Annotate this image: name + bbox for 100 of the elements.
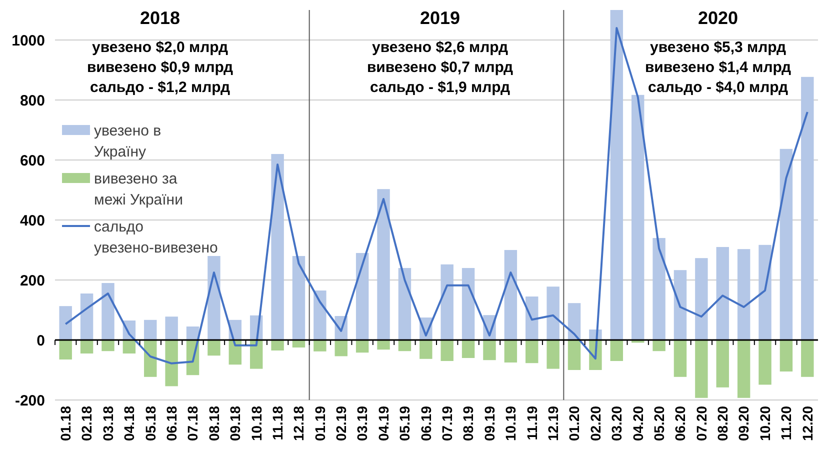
bar	[610, 10, 624, 340]
annotation: сальдо - $4,0 млрд	[648, 79, 788, 96]
x-tick-label: 02.18	[78, 406, 95, 442]
bar	[420, 340, 432, 359]
bar	[80, 340, 94, 354]
x-tick-label: 08.19	[460, 406, 476, 442]
bar	[122, 340, 136, 354]
x-tick-label: 09.19	[481, 406, 498, 442]
annotation: 2019	[420, 8, 460, 28]
bar	[165, 340, 178, 386]
bar	[356, 253, 369, 340]
bar	[716, 340, 729, 388]
x-tick-label: 03.20	[608, 406, 625, 442]
x-tick-label: 02.19	[333, 406, 350, 442]
x-tick-label: 11.19	[524, 406, 540, 440]
y-tick-label: 600	[20, 152, 45, 170]
x-tick-label: 10.19	[502, 406, 519, 442]
x-tick-label: 06.18	[163, 406, 180, 442]
bar	[59, 340, 72, 360]
y-tick-label: 800	[20, 92, 45, 110]
bar	[462, 340, 475, 358]
bar	[695, 258, 708, 340]
bar	[674, 270, 687, 340]
x-tick-label: 04.19	[375, 406, 392, 442]
bar	[144, 320, 157, 340]
x-tick-label: 05.19	[396, 406, 413, 442]
bar	[59, 306, 72, 340]
x-tick-label: 01.18	[57, 406, 74, 442]
bar	[737, 340, 750, 398]
y-tick-label: 0	[36, 332, 45, 350]
bar	[186, 326, 200, 340]
y-tick-label: -200	[14, 392, 45, 410]
bar	[695, 340, 708, 398]
bar	[356, 340, 369, 353]
legend-label: вивезено за межі України	[94, 170, 183, 208]
bar	[780, 148, 793, 340]
x-tick-label: 12.20	[799, 406, 816, 442]
x-tick-label: 03.19	[354, 406, 370, 442]
bar	[440, 264, 454, 340]
bar	[526, 340, 538, 364]
x-tick-label: 11.20	[778, 406, 794, 440]
bar	[165, 316, 178, 340]
annotation: увезено $5,3 млрд	[650, 39, 786, 56]
x-tick-label: 09.20	[736, 406, 752, 442]
x-tick-label: 10.20	[756, 406, 773, 442]
x-tick-label: 10.18	[248, 406, 264, 442]
x-tick-label: 01.19	[312, 406, 328, 442]
bar	[102, 340, 114, 352]
bar	[271, 154, 284, 340]
y-tick-label: 1000	[12, 32, 45, 50]
bar	[398, 268, 412, 340]
bar	[652, 340, 666, 352]
bar	[504, 340, 518, 362]
x-tick-label: 04.20	[630, 406, 646, 442]
bar	[334, 340, 348, 356]
legend-label: увезено в Україну	[94, 122, 162, 160]
annotation: вивезено $1,4 млрд	[644, 59, 792, 76]
legend-label: сальдо увезено-вивезено	[94, 218, 218, 256]
x-tick-label: 03.18	[100, 406, 116, 442]
bar	[780, 340, 793, 372]
bar	[801, 76, 814, 340]
bar	[568, 303, 581, 340]
bar	[271, 340, 284, 350]
bar	[292, 256, 306, 340]
x-tick-label: 07.18	[184, 406, 201, 442]
bar	[568, 340, 581, 370]
x-tick-label: 12.19	[544, 406, 561, 442]
bar	[314, 340, 326, 352]
bar	[250, 340, 263, 369]
annotation: вивезено $0,9 млрд	[86, 59, 234, 76]
x-tick-label: 12.18	[290, 406, 307, 442]
bar	[102, 283, 114, 340]
x-tick-label: 01.20	[566, 406, 582, 442]
line-series	[64, 27, 808, 364]
bar	[504, 250, 518, 340]
bar	[80, 294, 94, 340]
x-tick-label: 11.18	[269, 406, 286, 440]
annotation: сальдо - $1,9 млрд	[370, 79, 510, 96]
x-tick-label: 04.18	[121, 406, 138, 442]
bar	[208, 256, 220, 340]
bar	[440, 340, 454, 361]
x-tick-label: 05.18	[142, 406, 158, 442]
annotation: увезено $2,0 млрд	[92, 39, 228, 56]
y-tick-label: 200	[20, 272, 45, 290]
x-tick-label: 07.20	[693, 406, 710, 442]
bar	[631, 94, 644, 340]
x-tick-label: 09.18	[227, 406, 244, 442]
bar	[610, 340, 624, 361]
bar	[758, 340, 772, 385]
annotation: увезено $2,6 млрд	[372, 39, 508, 56]
annotation: вивезено $0,7 млрд	[366, 59, 514, 76]
x-tick-label: 05.20	[650, 406, 667, 442]
bar	[314, 290, 326, 340]
bar	[546, 286, 560, 340]
bar	[546, 340, 560, 369]
bar	[737, 249, 750, 340]
bar	[377, 340, 390, 350]
bar	[758, 244, 772, 340]
bar	[377, 189, 390, 340]
y-tick-label: 400	[20, 212, 45, 230]
